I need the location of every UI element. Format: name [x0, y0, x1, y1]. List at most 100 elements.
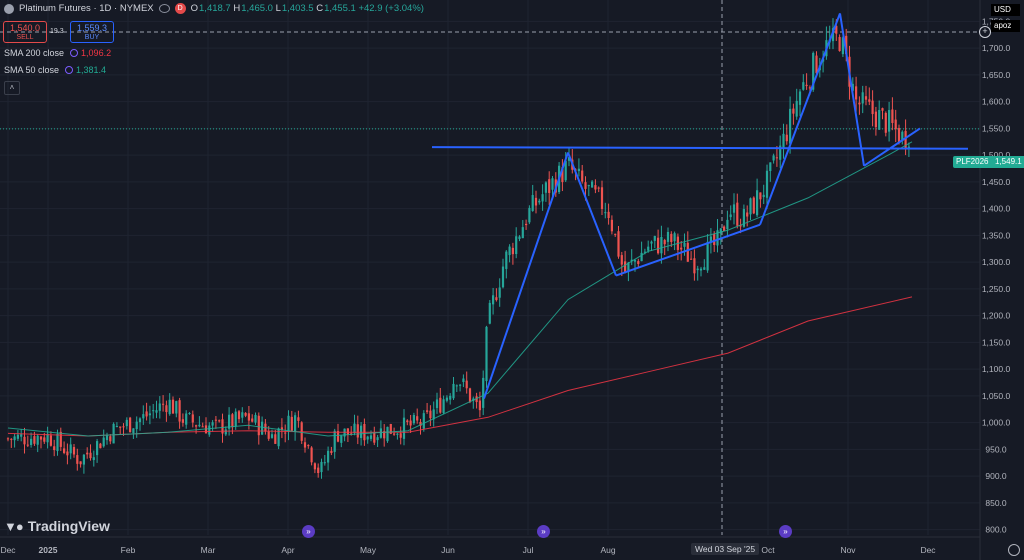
candle-body — [412, 415, 415, 424]
delayed-badge[interactable]: D — [174, 3, 186, 14]
candle-body — [505, 251, 508, 269]
candle-body — [330, 450, 333, 453]
candle-body — [657, 237, 660, 254]
candle-body — [742, 208, 745, 227]
y-tick-label: 1,550.0 — [982, 123, 1011, 133]
settings-icon[interactable] — [70, 49, 79, 57]
candle-body — [765, 170, 769, 198]
chevron-up-icon[interactable]: ˄ — [4, 81, 20, 95]
candle-body — [610, 219, 613, 232]
candle-body — [99, 443, 102, 449]
candle-body — [46, 433, 49, 443]
candle-body — [785, 134, 788, 142]
candle-body — [891, 109, 894, 123]
candle-body — [171, 399, 175, 414]
indicator-sma50-value: 1,381.4 — [76, 65, 107, 75]
brand-name: TradingView — [27, 518, 110, 534]
candle-body — [746, 212, 749, 217]
candle-body — [719, 228, 722, 234]
candle-body — [198, 424, 201, 427]
gear-icon[interactable] — [1008, 544, 1020, 556]
platinum-symbol-icon — [4, 3, 14, 14]
y-tick-label: 1,200.0 — [982, 311, 1011, 321]
candle-body — [798, 91, 802, 105]
buy-button[interactable]: 1,559.3 BUY — [70, 21, 114, 43]
candle-body — [369, 435, 373, 439]
y-tick-label: 1,450.0 — [982, 177, 1011, 187]
candle-body — [36, 435, 39, 445]
candle-body — [228, 414, 231, 429]
settings-icon[interactable] — [65, 66, 74, 74]
candle-body — [303, 442, 307, 448]
candle-body — [528, 207, 531, 223]
sell-button[interactable]: 1,540.0 SELL — [3, 21, 47, 43]
candle-body — [132, 428, 135, 434]
y-tick-label: 1,700.0 — [982, 43, 1011, 53]
candle-body — [181, 419, 184, 423]
trend-line-drawing — [863, 127, 921, 167]
candle-body — [396, 433, 399, 435]
candle-body — [119, 426, 122, 428]
candle-body — [290, 416, 293, 431]
add-plus-icon[interactable]: + — [979, 26, 991, 38]
candle-body — [907, 146, 910, 148]
y-tick-label: 1,350.0 — [982, 230, 1011, 240]
candle-body — [501, 266, 505, 288]
candle-body — [597, 187, 600, 189]
candle-body — [564, 160, 567, 181]
indicator-sma200[interactable]: SMA 200 close 1,096.2 — [4, 48, 111, 58]
candle-body — [627, 262, 630, 271]
candle-body — [640, 252, 643, 262]
candle-body — [478, 400, 481, 411]
candle-body — [525, 223, 528, 226]
candle-body — [534, 197, 538, 206]
eye-icon[interactable] — [158, 4, 170, 13]
event-marker-icon[interactable]: » — [302, 525, 315, 538]
candle-body — [307, 445, 310, 447]
candle-body — [175, 401, 178, 414]
candle-body — [485, 326, 488, 382]
candle-body — [693, 258, 696, 274]
x-tick-label: Mar — [201, 545, 216, 555]
candle-body — [426, 410, 429, 412]
symbol-title[interactable]: Platinum Futures · 1D · NYMEX — [19, 3, 154, 14]
candle-body — [544, 182, 547, 193]
event-marker-icon[interactable]: » — [779, 525, 792, 538]
candle-body — [703, 267, 706, 270]
candle-body — [884, 112, 887, 133]
candle-body — [195, 425, 198, 427]
indicator-sma50[interactable]: SMA 50 close 1,381.4 — [4, 65, 106, 75]
ohlc-values: O1,418.7 H1,465.0 L1,403.5 C1,455.1 +42.… — [191, 3, 424, 14]
scale-mode-selector[interactable]: apoz — [991, 20, 1020, 32]
candle-body — [709, 236, 712, 243]
candle-body — [630, 259, 633, 262]
candle-body — [759, 192, 762, 200]
candle-body — [482, 377, 485, 408]
candle-body — [782, 133, 785, 149]
candle-body — [191, 414, 194, 423]
candle-body — [591, 181, 594, 188]
sell-label: SELL — [16, 34, 34, 41]
candle-body — [92, 457, 95, 461]
candle-body — [145, 411, 148, 417]
candle-body — [76, 455, 79, 464]
candle-body — [320, 461, 323, 473]
tradingview-logo[interactable]: ▼● TradingView — [4, 518, 110, 534]
candle-body — [888, 110, 891, 132]
candle-body — [406, 420, 409, 423]
candle-body — [452, 383, 455, 399]
candle-body — [878, 110, 881, 130]
currency-selector[interactable]: USD — [991, 4, 1020, 16]
candle-body — [162, 403, 165, 405]
event-marker-icon[interactable]: » — [537, 525, 550, 538]
spread-value: 19.3 — [50, 28, 64, 35]
x-tick-label: Dec — [920, 545, 936, 555]
candle-body — [756, 190, 759, 216]
x-tick-label: Jul — [523, 545, 534, 555]
candle-body — [465, 380, 468, 389]
candle-body — [102, 437, 105, 447]
candle-body — [234, 411, 237, 427]
candle-body — [686, 242, 689, 262]
candle-body — [129, 417, 132, 433]
